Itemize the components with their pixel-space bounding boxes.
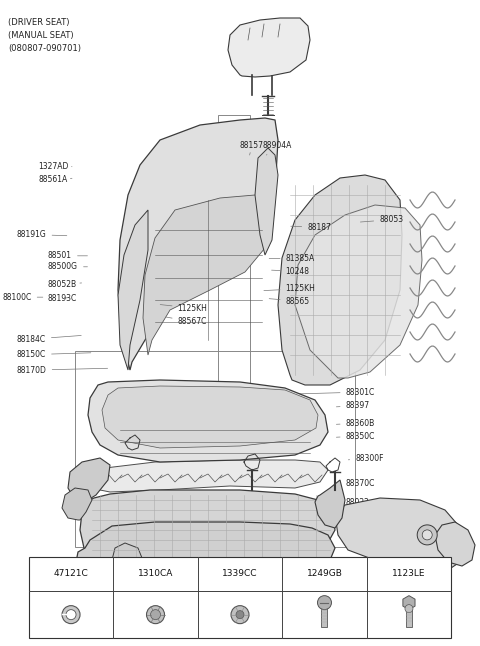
Text: 1249GB: 1249GB (307, 569, 342, 578)
Circle shape (383, 587, 397, 601)
Polygon shape (295, 205, 422, 378)
Text: (MANUAL SEAT): (MANUAL SEAT) (8, 31, 73, 40)
Text: 88170D: 88170D (17, 366, 108, 375)
Polygon shape (88, 380, 328, 462)
Circle shape (236, 610, 244, 619)
Polygon shape (255, 148, 278, 255)
Text: 81385A: 81385A (269, 254, 315, 263)
Text: 88360B: 88360B (336, 419, 375, 428)
Circle shape (151, 610, 160, 620)
Bar (406, 609, 412, 627)
Polygon shape (118, 118, 278, 370)
Circle shape (405, 605, 413, 612)
Text: 88370C: 88370C (336, 479, 375, 488)
Circle shape (422, 530, 432, 540)
Polygon shape (278, 175, 402, 385)
Text: 1125KH: 1125KH (264, 284, 315, 293)
Text: 88157: 88157 (240, 141, 264, 155)
Text: (DRIVER SEAT): (DRIVER SEAT) (8, 18, 70, 27)
Text: 88301C: 88301C (272, 388, 375, 397)
Circle shape (146, 606, 165, 623)
Text: 88904A: 88904A (262, 141, 291, 155)
Text: 1310CA: 1310CA (138, 569, 173, 578)
Text: 88191G: 88191G (17, 230, 67, 239)
Polygon shape (315, 480, 345, 528)
Text: 88184C: 88184C (17, 335, 81, 344)
Text: 88561A: 88561A (38, 175, 72, 184)
Bar (75, 351, 355, 547)
Circle shape (139, 570, 149, 580)
Text: 47121C: 47121C (54, 569, 88, 578)
Text: (080807-090701): (080807-090701) (8, 44, 81, 53)
Text: 88150C: 88150C (17, 350, 91, 359)
Polygon shape (102, 386, 318, 448)
Circle shape (62, 606, 80, 623)
Text: 88300F: 88300F (348, 454, 384, 463)
Bar (218, 115, 250, 406)
Polygon shape (62, 488, 92, 520)
Polygon shape (335, 498, 465, 572)
Polygon shape (76, 522, 335, 582)
Text: 88397: 88397 (336, 401, 370, 410)
Text: 88052B: 88052B (48, 280, 82, 289)
Circle shape (231, 606, 249, 623)
Polygon shape (403, 596, 415, 610)
Polygon shape (143, 195, 272, 355)
Text: 88501: 88501 (48, 251, 87, 260)
Text: 88600A: 88600A (209, 565, 303, 574)
Text: 88500G: 88500G (48, 262, 87, 271)
Circle shape (417, 525, 437, 545)
Text: 1339CC: 1339CC (222, 569, 258, 578)
Text: 88022: 88022 (310, 498, 370, 507)
Text: 88350C: 88350C (336, 432, 375, 441)
Circle shape (317, 596, 332, 610)
Text: 88565: 88565 (269, 297, 310, 306)
Polygon shape (435, 522, 475, 566)
Text: 88021: 88021 (305, 512, 370, 521)
Polygon shape (290, 558, 408, 615)
Text: 1327AD: 1327AD (38, 162, 72, 171)
Text: 1123LE: 1123LE (392, 569, 426, 578)
Polygon shape (112, 543, 142, 575)
Text: 88187: 88187 (291, 223, 331, 232)
Polygon shape (68, 458, 110, 500)
Text: 88053: 88053 (360, 215, 403, 224)
Text: 1125KH: 1125KH (160, 304, 207, 313)
Polygon shape (228, 18, 310, 77)
Bar (322, 607, 327, 627)
Bar (29, 557, 451, 638)
Text: 88567C: 88567C (166, 317, 207, 326)
Polygon shape (88, 460, 328, 492)
Polygon shape (80, 490, 335, 565)
Text: 10248: 10248 (272, 267, 310, 276)
Text: 88100C: 88100C (2, 293, 43, 302)
Polygon shape (118, 210, 148, 370)
Circle shape (66, 610, 76, 620)
Text: 88193C: 88193C (48, 294, 77, 303)
